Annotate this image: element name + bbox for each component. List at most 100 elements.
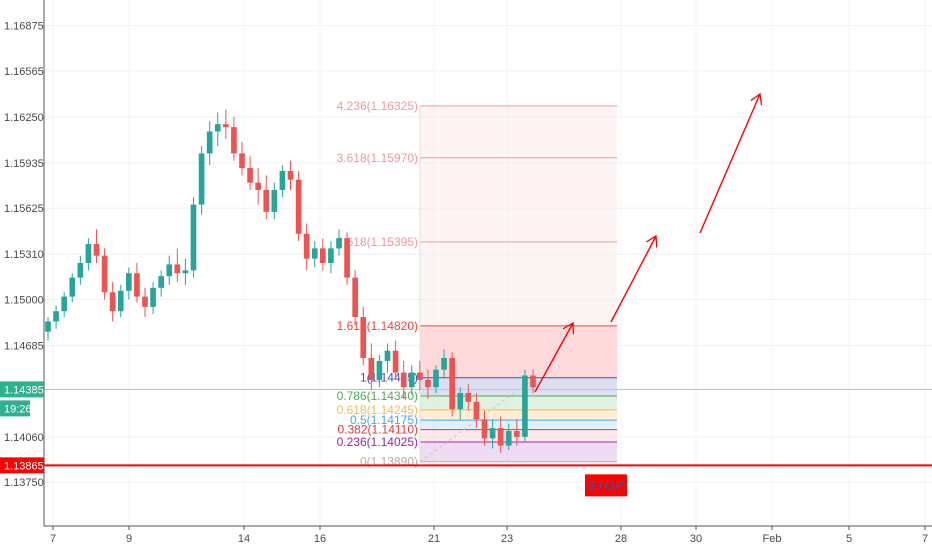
candle-body <box>522 375 528 437</box>
fib-level-label: 0.236(1.14025) <box>337 435 418 449</box>
price-tags: 1.14385 19:26 1.13865 <box>0 381 44 474</box>
candle-body <box>247 168 253 183</box>
fib-band <box>420 377 617 396</box>
time-tick-label: 28 <box>615 533 627 545</box>
target-arrow-1 <box>534 323 573 393</box>
candle-body <box>320 248 326 263</box>
candle-body <box>505 431 512 446</box>
candle-body <box>392 350 399 373</box>
candle-body <box>182 270 189 274</box>
candle-body <box>514 431 520 437</box>
candle-body <box>239 153 245 169</box>
price-tick-label: 1.14060 <box>4 432 44 444</box>
time-tick-label: 21 <box>428 533 440 545</box>
candle-body <box>457 393 464 410</box>
candle-body <box>417 372 423 380</box>
candle-body <box>400 372 407 388</box>
candle-body <box>117 290 124 312</box>
fib-level-label: 0(1.13890) <box>360 455 418 469</box>
candle-body <box>126 273 132 291</box>
candle-body <box>279 170 286 190</box>
stop-price-value: 1.13865 <box>4 460 44 472</box>
target-arrow-2 <box>610 236 656 323</box>
time-tick-label: 14 <box>238 533 250 545</box>
candle-body <box>142 296 148 307</box>
candle-body <box>425 379 431 388</box>
price-tick-label: 1.15310 <box>4 249 44 261</box>
price-tick-label: 1.14685 <box>4 341 44 353</box>
candle-body <box>271 189 278 212</box>
target-arrow-3 <box>699 94 760 234</box>
stop-loss-line: STOP <box>44 464 932 497</box>
fib-level-label: 1.618(1.14820) <box>337 319 418 333</box>
candle-body <box>53 311 59 322</box>
time-tick-label: 30 <box>690 533 702 545</box>
time-tick-label: 5 <box>846 533 852 545</box>
current-price-value: 1.14385 <box>4 384 44 396</box>
fib-band <box>420 441 617 462</box>
candle-body <box>174 264 181 274</box>
fib-band <box>420 420 617 430</box>
fib-level-label: 0.5(1.14175) <box>350 413 418 427</box>
candle-body <box>287 170 294 180</box>
current-price-tag <box>0 381 44 398</box>
fib-level-label: 0.786(1.14340) <box>337 389 418 403</box>
candle-body <box>214 124 221 132</box>
bar-timer-tag <box>0 400 30 417</box>
fib-level-label: 4.236(1.16325) <box>337 99 418 113</box>
candle-body <box>530 375 536 388</box>
candle-body <box>198 153 205 205</box>
candle-body <box>384 350 391 361</box>
time-tick-label: 9 <box>126 533 132 545</box>
candle-body <box>150 287 156 307</box>
candle-body <box>85 244 92 263</box>
candle-body <box>360 317 367 358</box>
candle-body <box>481 419 488 439</box>
candle-body <box>303 233 310 259</box>
candle-body <box>101 255 108 293</box>
candle-body <box>295 179 302 234</box>
candlesticks <box>45 109 536 453</box>
candle-body <box>93 244 100 256</box>
price-tick-label: 1.15625 <box>4 203 44 215</box>
candle-body <box>473 401 480 420</box>
price-tick-label: 1.15935 <box>4 158 44 170</box>
fib-band <box>420 105 617 158</box>
fib-band <box>420 241 617 326</box>
time-tick-label: 16 <box>314 533 326 545</box>
candle-body <box>408 372 415 388</box>
price-tick-label: 1.16565 <box>4 66 44 78</box>
candle-body <box>336 238 342 249</box>
candle-body <box>158 276 164 288</box>
candle-body <box>231 127 237 154</box>
price-tick-label: 1.16875 <box>4 21 44 33</box>
candle-body <box>223 124 229 128</box>
candle-body <box>166 264 173 277</box>
time-axis: 7 9 14 16 21 23 28 30 Feb 5 7 <box>44 525 932 545</box>
candle-body <box>352 277 358 318</box>
time-tick-label: 7 <box>50 533 56 545</box>
candle-body <box>311 248 318 259</box>
candle-body <box>465 393 472 402</box>
time-tick-label: 23 <box>501 533 513 545</box>
price-tick-label: 1.13750 <box>4 477 44 489</box>
candle-body <box>109 292 116 312</box>
candle-body <box>61 296 67 312</box>
candle-body <box>255 182 261 190</box>
stop-price-tag <box>0 457 44 474</box>
candle-body <box>134 273 140 297</box>
fib-level-label: 3.618(1.15970) <box>337 151 418 165</box>
fib-band <box>420 409 617 421</box>
fib-level-label: 0.618(1.14245) <box>337 403 418 417</box>
candle-body <box>206 131 213 154</box>
candle-body <box>433 369 439 388</box>
fib-level-label: 2.618(1.15395) <box>337 235 418 249</box>
candle-body <box>69 277 76 297</box>
candle-body <box>344 238 350 278</box>
candle-body <box>263 189 270 212</box>
candle-body <box>497 428 504 446</box>
candle-body <box>45 321 51 332</box>
candle-body <box>449 357 455 410</box>
bar-timer-value: 19:26 <box>4 403 32 415</box>
